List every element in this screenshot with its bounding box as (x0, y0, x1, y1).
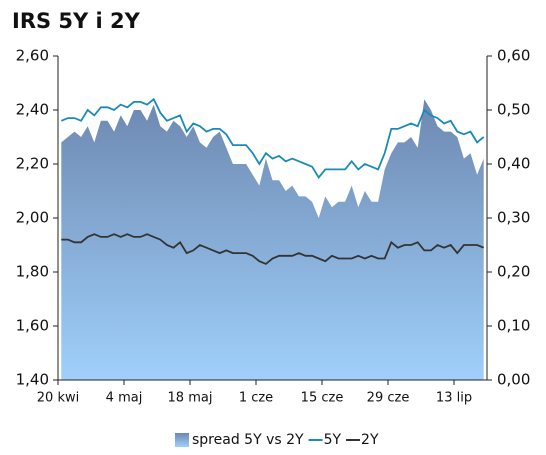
series-line (61, 233, 485, 265)
y2-tick-label: 0,40 (497, 155, 530, 173)
x-tick-label: 15 cze (301, 391, 344, 406)
y-tick-label: 1,40 (16, 371, 49, 389)
y2-tick-label: 0,00 (497, 371, 530, 389)
legend-label: 5Y (324, 432, 342, 448)
x-tick-label: 20 kwi (37, 391, 79, 406)
y2-tick-label: 0,30 (497, 209, 530, 227)
legend-swatch (175, 433, 189, 447)
y-tick-label: 2,40 (16, 101, 49, 119)
y2-tick-label: 0,20 (497, 263, 530, 281)
y2-tick-label: 0,60 (497, 47, 530, 65)
y-tick-label: 2,60 (16, 47, 49, 65)
x-tick-label: 29 cze (367, 391, 410, 406)
x-tick-label: 18 maj (168, 391, 213, 406)
legend-label: 2Y (361, 432, 379, 448)
x-tick-label: 13 lip (436, 391, 472, 406)
y-tick-label: 2,00 (16, 209, 49, 227)
y-tick-label: 2,20 (16, 155, 49, 173)
x-tick-label: 4 maj (106, 391, 143, 406)
spread-area (61, 99, 484, 380)
x-tick-label: 1 cze (239, 391, 273, 406)
y2-tick-label: 0,10 (497, 317, 530, 335)
chart-title: IRS 5Y i 2Y (12, 9, 141, 33)
y2-tick-label: 0,50 (497, 101, 530, 119)
series-line (60, 97, 485, 180)
legend-label: spread 5Y vs 2Y (192, 432, 304, 448)
y-tick-label: 1,80 (16, 263, 49, 281)
y-tick-label: 1,60 (16, 317, 49, 335)
